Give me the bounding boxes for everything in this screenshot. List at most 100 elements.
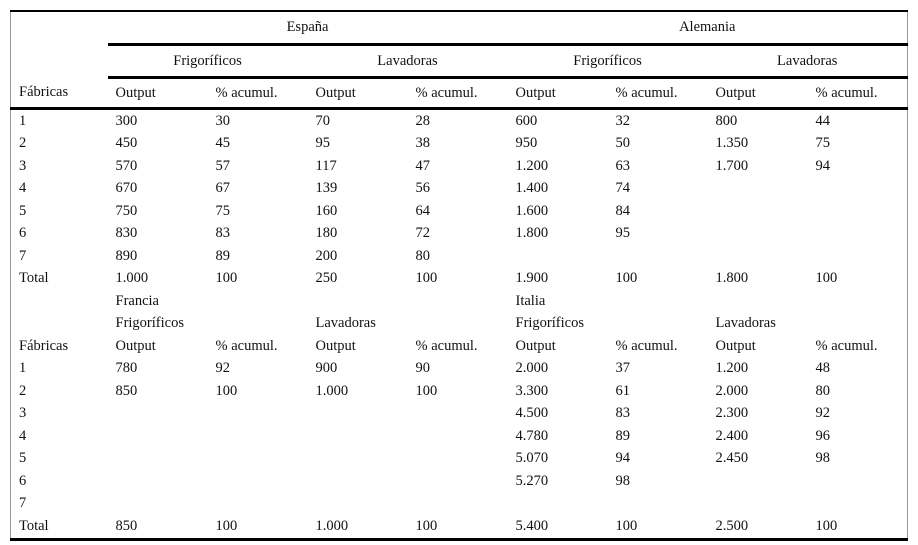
value-cell: 100 — [415, 517, 438, 534]
value-cell: 45 — [215, 135, 231, 152]
value-cell: 48 — [815, 360, 831, 377]
inline-country-row: Francia Italia — [11, 290, 908, 313]
value-cell — [208, 425, 308, 448]
column-header-cell: Output — [115, 337, 156, 354]
data-row: 1 780 92 900 90 2.000 37 1.200 48 — [11, 358, 908, 381]
product-header-cell: Frigoríficos — [107, 44, 308, 79]
value-cell: 950 — [515, 135, 538, 152]
inline-product-cell — [408, 313, 508, 336]
value-cell: 2.400 — [715, 427, 749, 444]
data-row: 7 — [11, 493, 908, 516]
inline-product-cell — [608, 313, 708, 336]
column-header-cell: Output — [307, 77, 408, 110]
row-label-cell: Total — [19, 517, 49, 534]
value-cell: 100 — [815, 270, 838, 287]
value-cell: 1.000 — [115, 270, 149, 287]
value-cell: 100 — [615, 270, 638, 287]
row-label-cell: 3 — [19, 157, 27, 174]
value-cell: 1.200 — [515, 157, 549, 174]
value-cell: 32 — [615, 112, 631, 129]
inline-product-cell: Frigoríficos — [115, 315, 184, 332]
value-cell: 4.500 — [515, 405, 549, 422]
value-cell — [708, 223, 808, 246]
inline-country-cell — [208, 290, 308, 313]
value-cell: 94 — [615, 450, 631, 467]
value-cell — [508, 493, 608, 516]
table-body: España Alemania Frigoríficos Lavadoras Frigo… — [10, 11, 908, 539]
value-cell: 5.070 — [515, 450, 549, 467]
value-cell: 300 — [115, 112, 138, 129]
value-cell: 100 — [215, 517, 238, 534]
value-cell: 200 — [315, 247, 338, 264]
inline-country-cell: Francia — [115, 292, 159, 309]
column-header-cell: % acumul. — [815, 337, 878, 354]
value-cell: 2.500 — [715, 517, 749, 534]
value-cell — [708, 200, 808, 223]
data-row: 2 850 100 1.000 100 3.300 61 2.000 80 — [11, 380, 908, 403]
value-cell: 84 — [615, 202, 631, 219]
row-label-cell: 5 — [19, 202, 27, 219]
product-header-cell: Lavadoras — [307, 44, 508, 79]
data-row: 6 5.270 98 — [11, 470, 908, 493]
value-cell: 83 — [215, 225, 231, 242]
value-cell: 1.000 — [315, 382, 349, 399]
inline-product-cell: Frigoríficos — [515, 315, 584, 332]
value-cell — [608, 245, 708, 268]
value-cell: 100 — [215, 270, 238, 287]
inline-country-cell: Italia — [515, 292, 546, 309]
value-cell — [308, 403, 408, 426]
data-row: 4 4.780 89 2.400 96 — [11, 425, 908, 448]
value-cell: 94 — [815, 157, 831, 174]
value-cell — [108, 448, 208, 471]
value-cell: 1.350 — [715, 135, 749, 152]
column-header-cell: % acumul. — [407, 77, 508, 110]
value-cell: 100 — [215, 382, 238, 399]
row-label-cell: 2 — [19, 382, 27, 399]
value-cell: 780 — [115, 360, 138, 377]
value-cell: 890 — [115, 247, 138, 264]
column-header-cell: % acumul. — [807, 77, 908, 110]
total-row: Total 850 100 1.000 100 5.400 100 2.500 100 — [11, 515, 908, 539]
value-cell: 75 — [215, 202, 231, 219]
value-cell: 96 — [815, 427, 831, 444]
value-cell — [408, 425, 508, 448]
value-cell: 830 — [115, 225, 138, 242]
column-header-cell: % acumul. — [615, 337, 678, 354]
value-cell — [808, 178, 908, 201]
column-header-cell: % acumul. — [415, 337, 478, 354]
row-label-cell: 2 — [19, 135, 27, 152]
inline-country-cell — [308, 290, 408, 313]
value-cell: 117 — [315, 157, 337, 174]
value-cell — [708, 470, 808, 493]
corner-cell — [11, 11, 108, 45]
row-label-cell: 1 — [19, 112, 27, 129]
value-cell — [208, 493, 308, 516]
value-cell: 2.000 — [715, 382, 749, 399]
row-label-cell: 4 — [19, 427, 27, 444]
row-label-cell: 7 — [19, 495, 27, 512]
value-cell: 70 — [315, 112, 331, 129]
value-cell: 250 — [315, 270, 338, 287]
value-cell: 3.300 — [515, 382, 549, 399]
value-cell: 750 — [115, 202, 138, 219]
value-cell: 800 — [715, 112, 738, 129]
value-cell: 1.800 — [515, 225, 549, 242]
corner-cell — [11, 45, 108, 78]
inline-column-header-row: Fábricas Output % acumul. Output % acumul. Ou… — [11, 335, 908, 358]
value-cell: 670 — [115, 180, 138, 197]
value-cell: 98 — [615, 472, 631, 489]
value-cell — [108, 470, 208, 493]
value-cell: 83 — [615, 405, 631, 422]
value-cell — [408, 493, 508, 516]
value-cell: 2.000 — [515, 360, 549, 377]
value-cell — [108, 425, 208, 448]
value-cell: 1.000 — [315, 517, 349, 534]
value-cell — [308, 448, 408, 471]
column-header-cell: Output — [107, 77, 208, 110]
product-header-cell: Frigoríficos — [507, 44, 708, 79]
column-header-row: Fábricas Output% acumul. Output% acumul. Ou… — [10, 77, 908, 110]
column-header-cell: Output — [707, 77, 808, 110]
inline-product-cell: Lavadoras — [315, 315, 376, 332]
data-row: 4 670 67 139 56 1.400 74 — [11, 178, 908, 201]
value-cell: 600 — [515, 112, 538, 129]
